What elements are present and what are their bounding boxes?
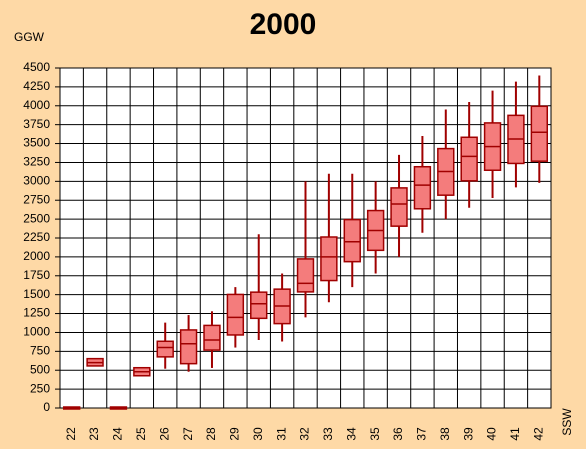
y-tick-label: 2750: [23, 192, 50, 206]
x-tick-label: 39: [461, 427, 475, 441]
chart-title: 2000: [250, 8, 317, 41]
x-tick-label: 32: [298, 427, 312, 441]
box: [226, 293, 245, 336]
y-tick-label: 500: [30, 362, 50, 376]
x-axis-label: SSW: [560, 408, 574, 436]
y-tick-label: 250: [30, 381, 50, 395]
y-tick-label: 2250: [23, 230, 50, 244]
y-tick-label: 0: [43, 400, 50, 414]
x-tick-label: 38: [438, 427, 452, 441]
y-tick-label: 3000: [23, 174, 50, 188]
box: [413, 165, 432, 210]
x-tick-label: 33: [321, 427, 335, 441]
x-tick-label: 34: [344, 427, 358, 441]
y-tick-label: 750: [30, 344, 50, 358]
x-tick-label: 31: [274, 427, 288, 441]
x-tick-label: 29: [228, 427, 242, 441]
y-tick-label: 4250: [23, 79, 50, 93]
y-tick-label: 3250: [23, 155, 50, 169]
x-tick-label: 37: [415, 427, 429, 441]
x-tick-label: 27: [181, 427, 195, 441]
box: [296, 258, 315, 293]
x-tick-label: 36: [391, 427, 405, 441]
x-tick-label: 22: [64, 427, 78, 441]
box: [390, 187, 408, 227]
box: [156, 340, 174, 358]
x-tick-label: 30: [251, 427, 265, 441]
box: [460, 136, 478, 182]
y-tick-label: 2000: [23, 249, 50, 263]
x-tick-label: 24: [111, 427, 125, 441]
x-tick-label: 41: [508, 427, 522, 441]
y-tick-label: 3750: [23, 117, 50, 131]
x-tick-label: 40: [485, 427, 499, 441]
y-tick-label: 4500: [23, 60, 50, 74]
box: [530, 105, 549, 162]
x-tick-label: 28: [204, 427, 218, 441]
y-axis-label: GGW: [14, 30, 45, 44]
y-tick-label: 4000: [23, 98, 50, 112]
y-tick-label: 1000: [23, 325, 50, 339]
box: [250, 291, 268, 320]
x-tick-label: 42: [531, 427, 545, 441]
box: [343, 218, 361, 263]
y-tick-label: 1750: [23, 268, 50, 282]
y-tick-label: 3500: [23, 136, 50, 150]
box: [320, 236, 338, 282]
y-tick-label: 1250: [23, 306, 50, 320]
x-tick-label: 23: [87, 427, 101, 441]
x-tick-label: 35: [368, 427, 382, 441]
y-tick-label: 1500: [23, 287, 50, 301]
box: [179, 329, 198, 365]
box: [203, 324, 221, 351]
x-tick-label: 26: [157, 427, 171, 441]
x-tick-label: 25: [134, 427, 148, 441]
y-tick-label: 2500: [23, 211, 50, 225]
